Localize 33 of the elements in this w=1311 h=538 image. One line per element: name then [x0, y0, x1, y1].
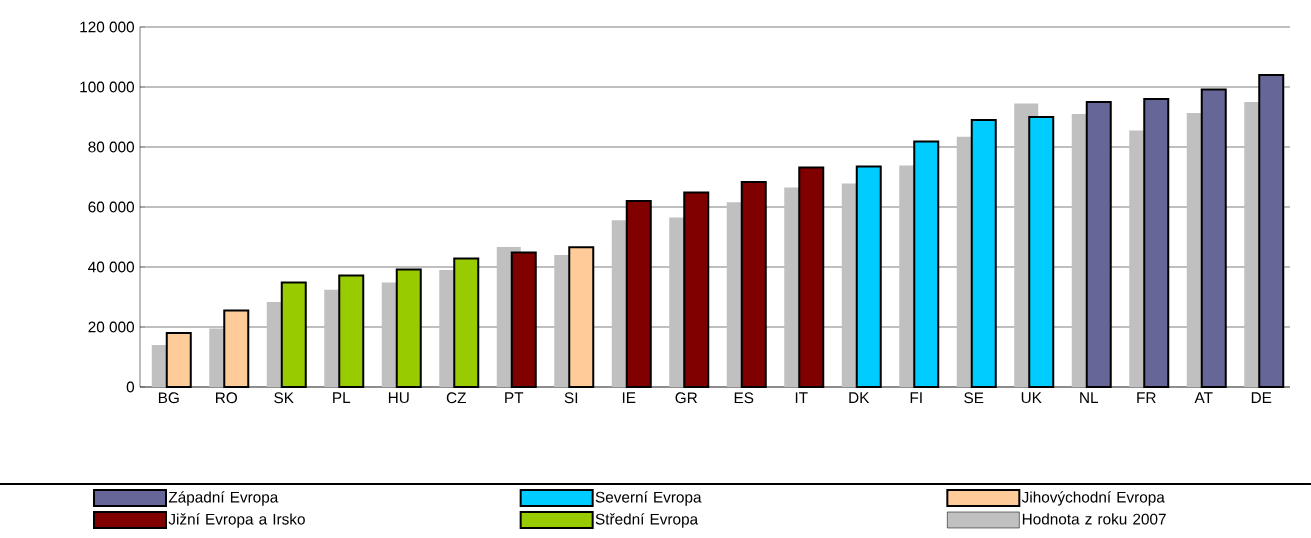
x-tick-label: SK	[274, 392, 294, 404]
legend-label: Hodnota z roku 2007	[1022, 513, 1166, 525]
x-tick-label: GR	[675, 392, 698, 404]
x-tick-label: PT	[505, 392, 524, 403]
x-tick-label: AT	[1194, 392, 1213, 403]
x-tick-label: DE	[1251, 392, 1272, 403]
legend-label: Jihovýchodní Evropa	[1021, 491, 1165, 506]
y-tick-label: 80 000	[88, 141, 135, 153]
y-tick-label: 60 000	[88, 201, 135, 213]
x-tick-label: RO	[216, 392, 238, 404]
x-tick-label: PL	[333, 392, 351, 403]
x-tick-label: IE	[622, 392, 636, 403]
legend-label: Jižní Evropa a Irsko	[168, 513, 305, 528]
x-tick-label: SI	[564, 392, 578, 404]
y-tick-label: 0	[126, 381, 135, 393]
x-tick-label: UK	[1021, 392, 1042, 404]
x-tick-label: FR	[1137, 392, 1156, 403]
legend-label: Západní Evropa	[168, 491, 279, 506]
y-tick-label: 120 000	[80, 21, 135, 33]
legend-label: Střední Evropa	[595, 513, 699, 528]
x-tick-label: BG	[158, 392, 179, 404]
x-tick-label: FI	[910, 392, 922, 403]
y-tick-label: 20 000	[88, 321, 135, 333]
x-tick-label: CZ	[446, 392, 466, 404]
x-tick-label: ES	[734, 392, 754, 404]
x-tick-label: DK	[849, 392, 870, 403]
x-tick-label: IT	[795, 392, 808, 403]
x-tick-label: SE	[964, 392, 984, 404]
x-tick-label: NL	[1080, 392, 1099, 403]
y-tick-label: 40 000	[88, 261, 135, 273]
x-tick-label: HU	[388, 392, 409, 404]
y-tick-label: 100 000	[80, 81, 135, 93]
legend-label: Severní Evropa	[595, 491, 702, 506]
